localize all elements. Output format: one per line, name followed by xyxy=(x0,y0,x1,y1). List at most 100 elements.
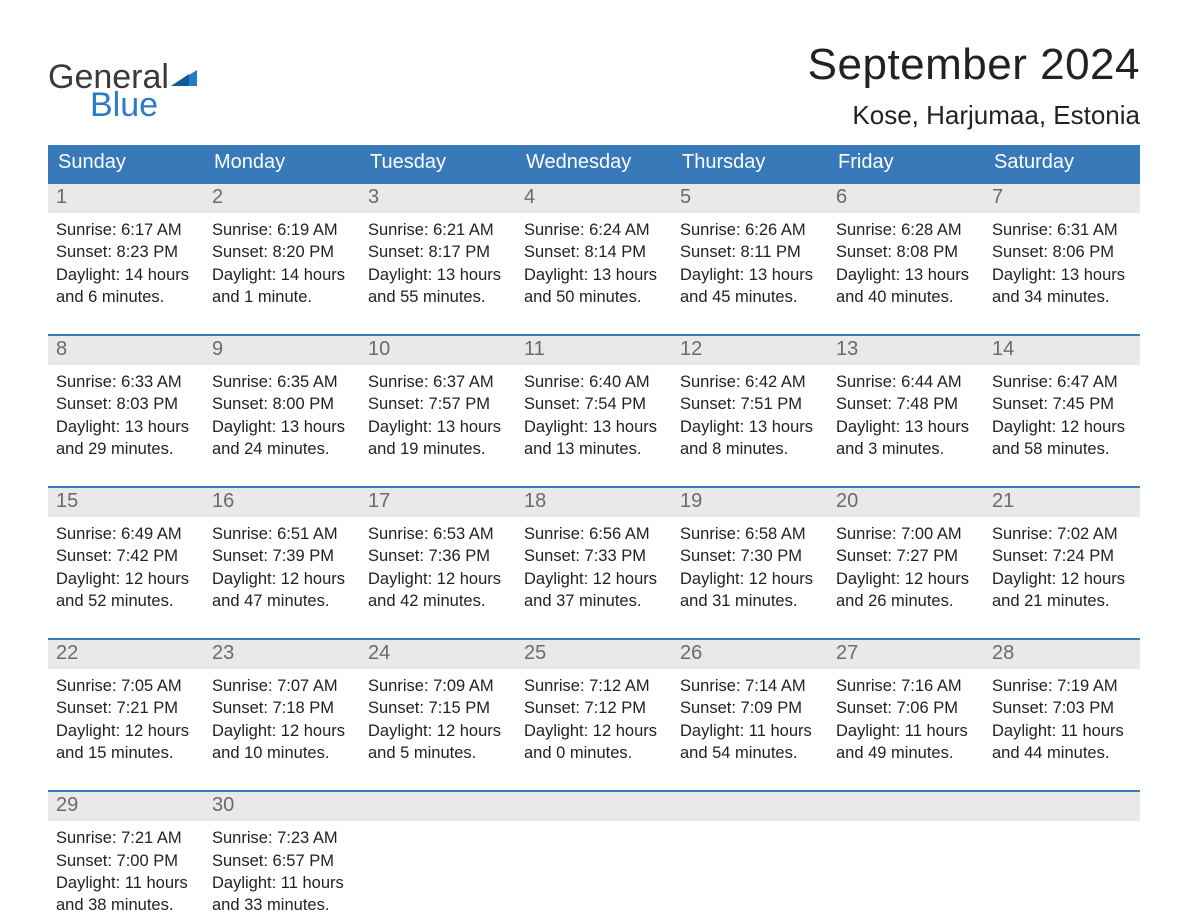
sunrise-line: Sunrise: 6:35 AM xyxy=(212,371,352,393)
daylight-line: Daylight: 13 hours and 24 minutes. xyxy=(212,416,352,461)
day-cell: 1Sunrise: 6:17 AMSunset: 8:23 PMDaylight… xyxy=(48,184,204,312)
sunrise-line: Sunrise: 7:19 AM xyxy=(992,675,1132,697)
day-number: 30 xyxy=(204,792,360,821)
sunrise-line: Sunrise: 6:24 AM xyxy=(524,219,664,241)
daylight-line: Daylight: 11 hours and 49 minutes. xyxy=(836,720,976,765)
sunset-line: Sunset: 7:15 PM xyxy=(368,697,508,719)
sunrise-line: Sunrise: 6:47 AM xyxy=(992,371,1132,393)
daylight-line: Daylight: 12 hours and 26 minutes. xyxy=(836,568,976,613)
daylight-line: Daylight: 11 hours and 44 minutes. xyxy=(992,720,1132,765)
sunset-line: Sunset: 8:08 PM xyxy=(836,241,976,263)
sunset-line: Sunset: 7:30 PM xyxy=(680,545,820,567)
day-cell: 4 Sunrise: 6:24 AMSunset: 8:14 PMDaylight… xyxy=(516,184,672,312)
day-number: 10 xyxy=(360,336,516,365)
empty-day-cell xyxy=(516,792,672,920)
logo-flag-icon xyxy=(169,60,199,94)
day-number: 22 xyxy=(48,640,204,669)
day-body: Sunrise: 6:17 AMSunset: 8:23 PMDaylight:… xyxy=(48,213,204,312)
week-row: 29Sunrise: 7:21 AMSunset: 7:00 PMDayligh… xyxy=(48,790,1140,920)
day-number: 6 xyxy=(828,184,984,213)
daylight-line: Daylight: 12 hours and 52 minutes. xyxy=(56,568,196,613)
empty-day-cell xyxy=(672,792,828,920)
daylight-line: Daylight: 12 hours and 10 minutes. xyxy=(212,720,352,765)
day-cell: 5Sunrise: 6:26 AMSunset: 8:11 PMDaylight… xyxy=(672,184,828,312)
day-body: Sunrise: 6:19 AMSunset: 8:20 PMDaylight:… xyxy=(204,213,360,312)
sunrise-line: Sunrise: 7:07 AM xyxy=(212,675,352,697)
day-number: 4 xyxy=(516,184,672,213)
day-body: Sunrise: 7:19 AMSunset: 7:03 PMDaylight:… xyxy=(984,669,1140,768)
sunset-line: Sunset: 7:48 PM xyxy=(836,393,976,415)
sunset-line: Sunset: 7:03 PM xyxy=(992,697,1132,719)
day-body: Sunrise: 6:51 AMSunset: 7:39 PMDaylight:… xyxy=(204,517,360,616)
daylight-line: Daylight: 13 hours and 50 minutes. xyxy=(524,264,664,309)
day-number: 26 xyxy=(672,640,828,669)
day-cell: 20Sunrise: 7:00 AMSunset: 7:27 PMDayligh… xyxy=(828,488,984,616)
sunrise-line: Sunrise: 6:56 AM xyxy=(524,523,664,545)
day-number: 23 xyxy=(204,640,360,669)
sunrise-line: Sunrise: 6:19 AM xyxy=(212,219,352,241)
day-number: 7 xyxy=(984,184,1140,213)
sunset-line: Sunset: 7:18 PM xyxy=(212,697,352,719)
day-body: Sunrise: 6:33 AMSunset: 8:03 PMDaylight:… xyxy=(48,365,204,464)
day-number: 15 xyxy=(48,488,204,517)
sunset-line: Sunset: 7:39 PM xyxy=(212,545,352,567)
sunset-line: Sunset: 7:36 PM xyxy=(368,545,508,567)
sunset-line: Sunset: 8:03 PM xyxy=(56,393,196,415)
day-body: Sunrise: 6:56 AMSunset: 7:33 PMDaylight:… xyxy=(516,517,672,616)
sunrise-line: Sunrise: 6:44 AM xyxy=(836,371,976,393)
day-body: Sunrise: 6:21 AMSunset: 8:17 PMDaylight:… xyxy=(360,213,516,312)
day-number xyxy=(360,792,516,821)
day-number xyxy=(984,792,1140,821)
sunrise-line: Sunrise: 6:58 AM xyxy=(680,523,820,545)
day-number: 17 xyxy=(360,488,516,517)
sunset-line: Sunset: 7:33 PM xyxy=(524,545,664,567)
day-number: 9 xyxy=(204,336,360,365)
sunrise-line: Sunrise: 7:14 AM xyxy=(680,675,820,697)
day-number xyxy=(672,792,828,821)
daylight-line: Daylight: 12 hours and 21 minutes. xyxy=(992,568,1132,613)
sunset-line: Sunset: 8:14 PM xyxy=(524,241,664,263)
day-body: Sunrise: 6:49 AMSunset: 7:42 PMDaylight:… xyxy=(48,517,204,616)
day-number xyxy=(828,792,984,821)
day-body: Sunrise: 7:21 AMSunset: 7:00 PMDaylight:… xyxy=(48,821,204,920)
sunset-line: Sunset: 8:23 PM xyxy=(56,241,196,263)
day-number: 11 xyxy=(516,336,672,365)
day-cell: 21Sunrise: 7:02 AMSunset: 7:24 PMDayligh… xyxy=(984,488,1140,616)
day-cell: 13Sunrise: 6:44 AMSunset: 7:48 PMDayligh… xyxy=(828,336,984,464)
day-cell: 17Sunrise: 6:53 AMSunset: 7:36 PMDayligh… xyxy=(360,488,516,616)
title-block: September 2024 Kose, Harjumaa, Estonia xyxy=(808,40,1140,131)
sunrise-line: Sunrise: 6:51 AM xyxy=(212,523,352,545)
day-number: 20 xyxy=(828,488,984,517)
sunset-line: Sunset: 7:00 PM xyxy=(56,850,196,872)
daylight-line: Daylight: 12 hours and 58 minutes. xyxy=(992,416,1132,461)
sunset-line: Sunset: 7:06 PM xyxy=(836,697,976,719)
empty-day-cell xyxy=(984,792,1140,920)
week-row: 15Sunrise: 6:49 AMSunset: 7:42 PMDayligh… xyxy=(48,486,1140,616)
day-body: Sunrise: 7:02 AMSunset: 7:24 PMDaylight:… xyxy=(984,517,1140,616)
day-body: Sunrise: 7:12 AMSunset: 7:12 PMDaylight:… xyxy=(516,669,672,768)
daylight-line: Daylight: 13 hours and 3 minutes. xyxy=(836,416,976,461)
day-cell: 3Sunrise: 6:21 AMSunset: 8:17 PMDaylight… xyxy=(360,184,516,312)
calendar: SundayMondayTuesdayWednesdayThursdayFrid… xyxy=(48,145,1140,920)
day-cell: 11Sunrise: 6:40 AMSunset: 7:54 PMDayligh… xyxy=(516,336,672,464)
day-number: 21 xyxy=(984,488,1140,517)
sunset-line: Sunset: 7:27 PM xyxy=(836,545,976,567)
day-number: 25 xyxy=(516,640,672,669)
sunset-line: Sunset: 8:11 PM xyxy=(680,241,820,263)
day-body: Sunrise: 7:16 AMSunset: 7:06 PMDaylight:… xyxy=(828,669,984,768)
sunset-line: Sunset: 6:57 PM xyxy=(212,850,352,872)
day-number: 8 xyxy=(48,336,204,365)
day-body: Sunrise: 6:31 AMSunset: 8:06 PMDaylight:… xyxy=(984,213,1140,312)
daylight-line: Daylight: 11 hours and 33 minutes. xyxy=(212,872,352,917)
week-row: 1Sunrise: 6:17 AMSunset: 8:23 PMDaylight… xyxy=(48,182,1140,312)
sunset-line: Sunset: 7:57 PM xyxy=(368,393,508,415)
week-row: 8Sunrise: 6:33 AMSunset: 8:03 PMDaylight… xyxy=(48,334,1140,464)
day-cell: 19Sunrise: 6:58 AMSunset: 7:30 PMDayligh… xyxy=(672,488,828,616)
sunrise-line: Sunrise: 6:28 AM xyxy=(836,219,976,241)
day-cell: 2Sunrise: 6:19 AMSunset: 8:20 PMDaylight… xyxy=(204,184,360,312)
day-number: 27 xyxy=(828,640,984,669)
day-number: 14 xyxy=(984,336,1140,365)
day-body: Sunrise: 6:37 AMSunset: 7:57 PMDaylight:… xyxy=(360,365,516,464)
daylight-line: Daylight: 11 hours and 38 minutes. xyxy=(56,872,196,917)
daylight-line: Daylight: 14 hours and 1 minute. xyxy=(212,264,352,309)
